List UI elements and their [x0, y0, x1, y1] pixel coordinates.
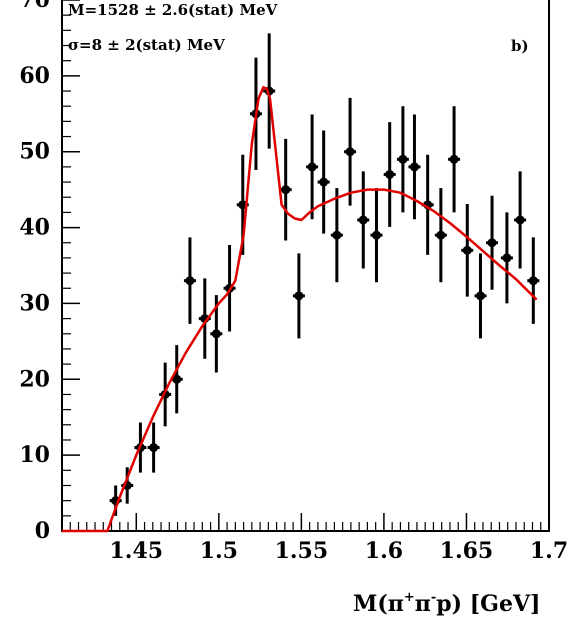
data-point [500, 212, 513, 304]
data-point [330, 188, 343, 283]
point-marker [185, 276, 195, 286]
point-marker [502, 253, 512, 263]
annotation-sigma: σ=8 ± 2(stat) MeV [68, 36, 225, 54]
data-point [383, 122, 396, 227]
point-marker [409, 162, 419, 172]
annotation-mass: M=1528 ± 2.6(stat) MeV [68, 1, 278, 19]
x-axis-title: M(π+π-p) [GeV] [353, 590, 540, 617]
x-tick-label: 1.7 [530, 538, 568, 564]
x-tick-label: 1.5 [200, 538, 238, 564]
data-point [357, 171, 370, 269]
x-tick-label: 1.45 [109, 538, 163, 564]
data-point [147, 422, 160, 473]
data-point [306, 114, 319, 220]
x-tick-label: 1.6 [365, 538, 403, 564]
point-marker [475, 291, 485, 301]
y-tick-label: 40 [19, 215, 50, 241]
fit-curve-line [62, 85, 538, 533]
data-point [279, 138, 292, 241]
point-marker [332, 230, 342, 240]
x-tick-label: 1.65 [440, 538, 494, 564]
x-tick-label: 1.55 [275, 538, 329, 564]
data-point [527, 237, 540, 324]
y-tick-label: 30 [19, 290, 50, 316]
data-point [317, 130, 330, 234]
data-point [434, 188, 447, 283]
data-point [344, 97, 357, 206]
point-marker [528, 276, 538, 286]
y-tick-label: 10 [19, 442, 50, 468]
point-marker [211, 329, 221, 339]
x-axis-title-end: p) [GeV] [436, 591, 540, 617]
point-marker [307, 162, 317, 172]
point-marker [281, 185, 291, 195]
point-marker [515, 215, 525, 225]
point-marker [398, 154, 408, 164]
y-tick-label: 20 [19, 366, 50, 392]
point-marker [371, 230, 381, 240]
data-point [514, 171, 527, 269]
point-marker [385, 169, 395, 179]
point-marker [487, 238, 497, 248]
data-point [486, 195, 499, 290]
y-tick-label: 0 [35, 518, 50, 544]
x-axis-title-sup2: - [431, 590, 436, 605]
data-point [183, 237, 196, 324]
y-tick-label: 50 [19, 139, 50, 165]
data-points [109, 33, 540, 516]
y-axis: 0 10 20 30 40 50 60 70 [19, 0, 80, 544]
x-axis: 1.45 1.5 1.55 1.6 1.65 1.7 [69, 513, 568, 564]
data-point [292, 253, 305, 339]
x-axis-title-sup1: + [404, 590, 415, 605]
data-point [408, 114, 421, 220]
point-marker [449, 154, 459, 164]
point-marker [462, 245, 472, 255]
data-point [461, 204, 474, 297]
data-point [448, 106, 461, 213]
point-marker [172, 374, 182, 384]
point-marker [319, 177, 329, 187]
point-marker [294, 291, 304, 301]
x-axis-title-base: M(π [353, 591, 404, 617]
plot-frame [61, 0, 550, 532]
data-point [370, 188, 383, 283]
x-axis-title-mid: π [415, 591, 431, 617]
point-marker [358, 215, 368, 225]
y-tick-label: 70 [19, 0, 50, 13]
y-tick-label: 60 [19, 63, 50, 89]
data-point [474, 253, 487, 339]
point-marker [345, 147, 355, 157]
point-marker [149, 443, 159, 453]
annotation-panel-label: b) [511, 37, 529, 55]
fit-curve [62, 85, 538, 533]
point-marker [436, 230, 446, 240]
